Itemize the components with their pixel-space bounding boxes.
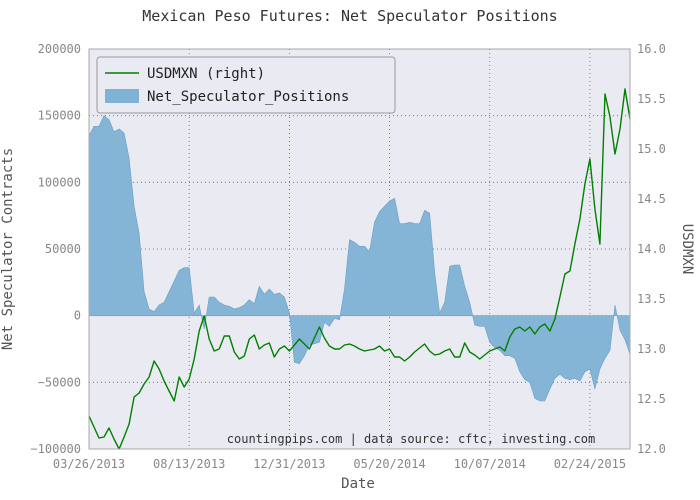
series-usdmxn	[88, 88, 631, 450]
y-tick-label-right: 13.5	[637, 292, 666, 306]
legend-label-net-positions: Net_Speculator_Positions	[147, 89, 349, 105]
y-tick-label-right: 13.0	[637, 342, 666, 356]
x-tick-label: 12/31/2013	[253, 457, 325, 471]
y-axis-label-right: USDMXN	[679, 224, 695, 275]
x-tick-label: 10/07/2014	[454, 457, 526, 471]
y-tick-label-left: −50000	[38, 375, 81, 389]
y-tick-label-left: 50000	[45, 242, 81, 256]
y-tick-label-right: 15.0	[637, 142, 666, 156]
y-tick-label-left: −100000	[30, 442, 81, 456]
y-axis-label-left: Net Speculator Contracts	[0, 148, 16, 350]
net-speculator-area	[88, 115, 631, 402]
x-tick-label: 08/13/2013	[153, 457, 225, 471]
x-tick-label: 05/20/2014	[353, 457, 425, 471]
x-tick-label: 03/26/2013	[53, 457, 125, 471]
legend-box	[96, 56, 396, 114]
usdmxn-line	[88, 88, 631, 450]
y-tick-label-right: 14.5	[637, 192, 666, 206]
y-tick-label-right: 14.0	[637, 242, 666, 256]
y-tick-label-left: 150000	[38, 109, 81, 123]
y-tick-label-left: 100000	[38, 175, 81, 189]
y-tick-label-right: 12.0	[637, 442, 666, 456]
right-axis-ticks: 12.0 12.5 13.0 13.5 14.0 14.5 15.0 15.5 16.0	[637, 42, 666, 456]
legend-swatch-net-positions	[105, 89, 139, 103]
plot-frame	[88, 48, 631, 450]
left-axis-ticks: −100000 −50000 0 50000 100000 150000 200000	[30, 42, 81, 456]
source-note: countingpips.com | data source: cftc, in…	[227, 432, 595, 446]
x-axis-label: Date	[341, 476, 375, 492]
chart-title: Mexican Peso Futures: Net Speculator Pos…	[142, 7, 557, 25]
y-tick-label-right: 15.5	[637, 92, 666, 106]
y-tick-label-right: 12.5	[637, 392, 666, 406]
legend: USDMXN (right) Net_Speculator_Positions	[96, 56, 396, 114]
legend-label-usdmxn: USDMXN (right)	[147, 66, 265, 82]
x-tick-label: 02/24/2015	[554, 457, 626, 471]
series-net-speculator-positions	[88, 115, 631, 402]
y-tick-label-right: 16.0	[637, 42, 666, 56]
y-tick-label-left: 0	[74, 309, 81, 323]
y-tick-label-left: 200000	[38, 42, 81, 56]
x-axis-ticks: 03/26/2013 08/13/2013 12/31/2013 05/20/2014…	[53, 457, 626, 471]
